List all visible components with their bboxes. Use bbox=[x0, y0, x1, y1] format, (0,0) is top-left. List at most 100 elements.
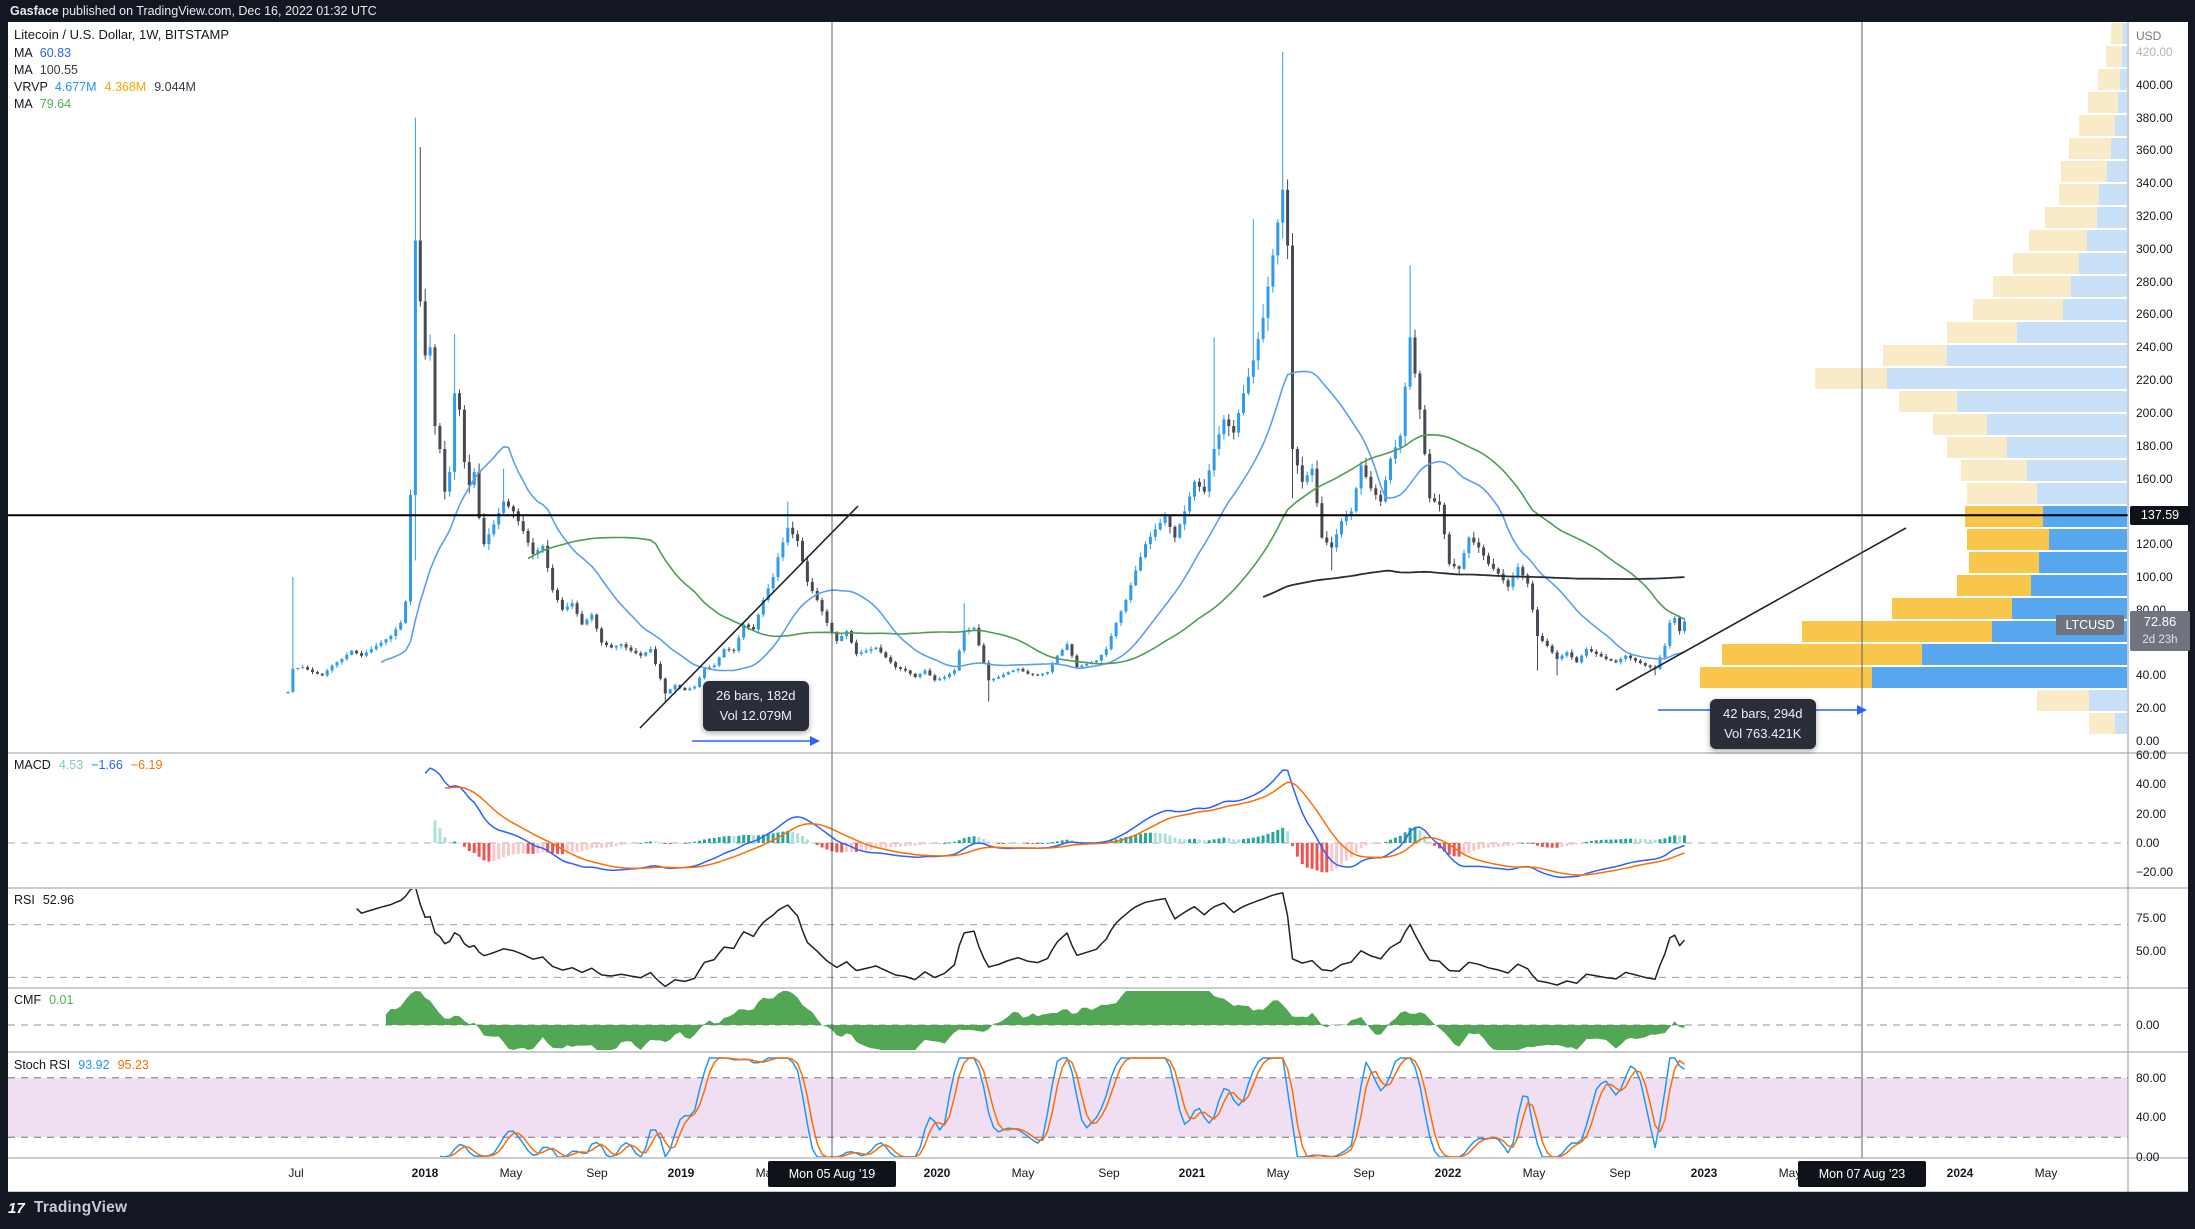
axis-tick-label: 380.00 bbox=[2136, 110, 2173, 125]
indicator-row[interactable]: CMF 0.01 bbox=[14, 992, 81, 1008]
indicator-value: 79.64 bbox=[39, 97, 72, 111]
measure-2-bars: 42 bars, 294d bbox=[1723, 706, 1803, 721]
indicator-value: 100.55 bbox=[39, 63, 78, 77]
indicator-label: MA bbox=[14, 63, 33, 77]
indicator-value: −1.66 bbox=[91, 758, 123, 772]
bar-countdown: 2d 23h bbox=[2142, 634, 2178, 646]
axis-tick-label: 40.00 bbox=[2136, 777, 2167, 792]
axis-tick-label: 220.00 bbox=[2136, 373, 2173, 388]
axis-tick-label: 240.00 bbox=[2136, 340, 2173, 355]
axis-tick-label: 20.00 bbox=[2136, 701, 2167, 716]
axis-tick-label: 2024 bbox=[1946, 1166, 1974, 1180]
indicator-label: VRVP bbox=[14, 80, 48, 94]
axis-tick-label: Sep bbox=[586, 1166, 608, 1180]
ma-slow-line bbox=[527, 434, 1685, 665]
indicator-row[interactable]: MA 100.55 bbox=[14, 62, 229, 79]
axis-tick-label: 120.00 bbox=[2136, 537, 2173, 552]
axis-tick-label: 40.00 bbox=[2136, 1110, 2167, 1125]
indicator-label: MA bbox=[14, 46, 33, 60]
axis-tick-label: 260.00 bbox=[2136, 307, 2173, 322]
axis-tick-label: 2019 bbox=[667, 1166, 695, 1180]
measure-tooltip-1[interactable]: 26 bars, 182d Vol 12.079M bbox=[703, 681, 809, 731]
ma-long-line bbox=[1262, 569, 1685, 598]
axis-tick-label: Sep bbox=[1353, 1166, 1375, 1180]
indicator-label: MA bbox=[14, 97, 33, 111]
axis-tick-label: 160.00 bbox=[2136, 471, 2173, 486]
axis-tick-label: 360.00 bbox=[2136, 143, 2173, 158]
indicator-value: 0.01 bbox=[49, 993, 74, 1007]
axis-tick-label: 100.00 bbox=[2136, 569, 2173, 584]
crosshair-date-chip-1: Mon 05 Aug '19 bbox=[768, 1161, 896, 1187]
publish-info: published on TradingView.com, Dec 16, 20… bbox=[58, 4, 377, 18]
price-axis[interactable] bbox=[2128, 22, 2188, 1158]
indicator-row[interactable]: MA 60.83 bbox=[14, 45, 229, 62]
indicator-value: 9.044M bbox=[154, 80, 196, 94]
cmf-area bbox=[386, 991, 1685, 1050]
last-price-chip: 72.86 2d 23h bbox=[2130, 611, 2190, 651]
trendline-2 bbox=[1615, 527, 1907, 691]
stoch-rsi-legend[interactable]: Stoch RSI 93.92 95.23 bbox=[14, 1057, 157, 1073]
axis-tick-label: Sep bbox=[1609, 1166, 1631, 1180]
indicator-value: 60.83 bbox=[39, 46, 72, 60]
indicator-label: Stoch RSI bbox=[14, 1058, 71, 1072]
volume-profile bbox=[1700, 23, 2127, 734]
axis-tick-label: 340.00 bbox=[2136, 176, 2173, 191]
axis-tick-label: 2018 bbox=[411, 1166, 439, 1180]
tradingview-brand-link[interactable]: TradingView bbox=[34, 1199, 128, 1216]
axis-tick-label: 0.00 bbox=[2136, 1018, 2160, 1032]
publish-bar: Gasface published on TradingView.com, De… bbox=[0, 0, 2195, 22]
axis-tick-label: May bbox=[1266, 1166, 1290, 1180]
currency-label: USD bbox=[2136, 29, 2162, 43]
cmf-legend[interactable]: CMF 0.01 bbox=[14, 992, 81, 1008]
crosshair-date-chip-2: Mon 07 Aug '23 bbox=[1798, 1161, 1926, 1187]
axis-tick-label: 50.00 bbox=[2136, 944, 2167, 958]
indicator-label: MACD bbox=[14, 758, 51, 772]
indicator-label: CMF bbox=[14, 993, 42, 1007]
measure-2-volume: Vol 763.421K bbox=[1724, 726, 1802, 741]
indicator-row[interactable]: RSI 52.96 bbox=[14, 892, 82, 908]
axis-tick-label: 0.00 bbox=[2136, 1150, 2160, 1164]
indicator-row[interactable]: Stoch RSI 93.92 95.23 bbox=[14, 1057, 157, 1073]
tradingview-logo-icon[interactable]: 17 bbox=[8, 1200, 25, 1217]
indicator-row[interactable]: MA 79.64 bbox=[14, 96, 229, 113]
symbol-legend: Litecoin / U.S. Dollar, 1W, BITSTAMP MA 6… bbox=[14, 27, 229, 113]
axis-tick-label: 420.00 bbox=[2136, 44, 2173, 59]
indicator-row[interactable]: MACD 4.53 −1.66 −6.19 bbox=[14, 757, 170, 773]
symbol-chip: LTCUSD bbox=[2056, 615, 2124, 635]
axis-tick-label: 0.00 bbox=[2136, 836, 2160, 850]
hline-price-chip: 137.59 bbox=[2130, 506, 2190, 525]
author-name: Gasface bbox=[10, 4, 59, 18]
axis-tick-label: 320.00 bbox=[2136, 209, 2173, 224]
macd-histogram bbox=[433, 820, 1686, 873]
axis-tick-label: 60.00 bbox=[2136, 747, 2167, 762]
rsi-legend[interactable]: RSI 52.96 bbox=[14, 892, 82, 908]
axis-tick-label: 280.00 bbox=[2136, 274, 2173, 289]
indicator-value: 4.368M bbox=[104, 80, 147, 94]
stoch-band bbox=[8, 1077, 2128, 1138]
measure-arrow-1 bbox=[692, 736, 820, 746]
axis-tick-label: May bbox=[499, 1166, 523, 1180]
axis-tick-label: −20.00 bbox=[2136, 865, 2174, 880]
indicator-value: 95.23 bbox=[117, 1058, 149, 1072]
indicator-value: −6.19 bbox=[130, 758, 163, 772]
indicator-value: 4.53 bbox=[58, 758, 84, 772]
macd-legend[interactable]: MACD 4.53 −1.66 −6.19 bbox=[14, 757, 170, 773]
indicator-value: 52.96 bbox=[42, 893, 75, 907]
axis-tick-label: 180.00 bbox=[2136, 438, 2173, 453]
macd-signal-line bbox=[444, 781, 1685, 876]
axis-tick-label: 2020 bbox=[923, 1166, 951, 1180]
rsi-line bbox=[356, 889, 1686, 987]
axis-tick-label: 75.00 bbox=[2136, 911, 2167, 926]
candlesticks bbox=[286, 51, 1686, 704]
measure-tooltip-2[interactable]: 42 bars, 294d Vol 763.421K bbox=[1710, 699, 1816, 749]
axis-tick-label: May bbox=[1522, 1166, 1546, 1180]
symbol-title[interactable]: Litecoin / U.S. Dollar, 1W, BITSTAMP bbox=[14, 27, 230, 42]
axis-tick-label: 0.00 bbox=[2136, 734, 2160, 748]
axis-tick-label: 200.00 bbox=[2136, 405, 2173, 420]
axis-tick-label: 2023 bbox=[1690, 1166, 1718, 1180]
axis-tick-label: 400.00 bbox=[2136, 77, 2173, 92]
indicator-row[interactable]: VRVP 4.677M 4.368M 9.044M bbox=[14, 79, 229, 96]
chart-paper bbox=[8, 22, 2188, 1192]
axis-tick-label: 2022 bbox=[1434, 1166, 1462, 1180]
